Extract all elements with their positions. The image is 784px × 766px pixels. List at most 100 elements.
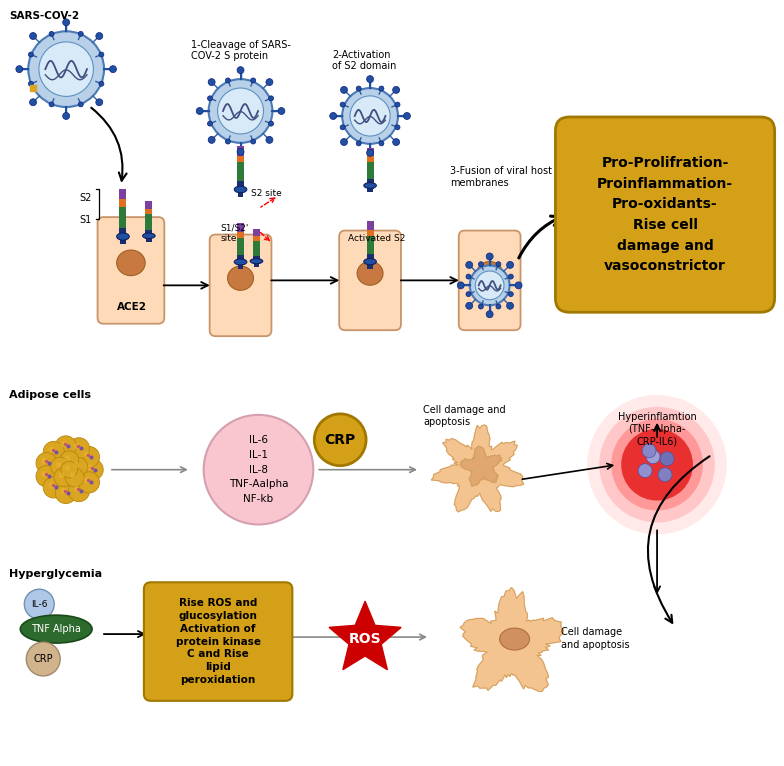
Circle shape [478, 262, 484, 267]
Bar [119, 228, 126, 240]
Ellipse shape [234, 259, 247, 265]
Circle shape [496, 262, 501, 267]
Ellipse shape [477, 261, 503, 285]
Text: 2-Activation
of S2 domain: 2-Activation of S2 domain [332, 50, 397, 71]
Circle shape [82, 459, 103, 480]
Circle shape [330, 113, 336, 119]
FancyBboxPatch shape [555, 117, 775, 313]
Bar [237, 237, 244, 255]
Polygon shape [460, 446, 502, 486]
Circle shape [59, 473, 64, 478]
Bar [237, 155, 244, 162]
Ellipse shape [143, 233, 155, 238]
FancyBboxPatch shape [144, 582, 292, 701]
Circle shape [74, 462, 79, 468]
Circle shape [78, 102, 83, 107]
Circle shape [24, 589, 54, 619]
Circle shape [78, 447, 100, 467]
Circle shape [251, 139, 256, 144]
Circle shape [225, 139, 230, 144]
Ellipse shape [364, 182, 376, 188]
Bar [367, 156, 373, 162]
Circle shape [457, 282, 464, 289]
Circle shape [506, 303, 514, 309]
Ellipse shape [20, 615, 92, 643]
Circle shape [49, 447, 55, 453]
Text: S2: S2 [79, 193, 92, 203]
Circle shape [466, 303, 473, 309]
Circle shape [209, 79, 215, 86]
Ellipse shape [364, 259, 376, 265]
Polygon shape [329, 601, 401, 669]
Text: S2 site: S2 site [251, 188, 281, 198]
Text: Adipose cells: Adipose cells [9, 390, 92, 400]
Circle shape [225, 78, 230, 83]
Bar [238, 192, 243, 197]
Circle shape [96, 32, 103, 40]
Bar [237, 231, 244, 237]
Text: 3-Fusion of viral host
membranes: 3-Fusion of viral host membranes [450, 166, 552, 188]
Circle shape [49, 31, 54, 36]
Circle shape [68, 480, 89, 502]
Ellipse shape [117, 250, 145, 276]
Text: S1/S2'
site: S1/S2' site [220, 223, 249, 243]
Circle shape [478, 304, 484, 309]
Circle shape [466, 292, 471, 296]
Circle shape [27, 642, 60, 676]
Circle shape [49, 482, 55, 489]
Circle shape [379, 86, 384, 91]
Text: S1: S1 [79, 214, 92, 224]
Circle shape [356, 86, 361, 91]
Circle shape [110, 66, 117, 73]
Circle shape [251, 78, 256, 83]
Circle shape [350, 96, 390, 136]
Circle shape [28, 81, 34, 87]
Circle shape [237, 149, 244, 155]
Circle shape [65, 466, 70, 470]
Circle shape [63, 113, 70, 119]
Bar [145, 230, 152, 239]
Circle shape [475, 271, 504, 300]
Circle shape [470, 266, 510, 306]
Circle shape [84, 477, 90, 483]
Bar [145, 201, 152, 208]
Circle shape [496, 304, 501, 309]
Circle shape [466, 261, 473, 268]
Bar [367, 264, 373, 269]
FancyBboxPatch shape [209, 234, 271, 336]
Circle shape [266, 79, 273, 86]
Ellipse shape [250, 259, 263, 264]
Circle shape [658, 468, 672, 482]
Circle shape [646, 450, 660, 463]
Circle shape [78, 31, 83, 36]
Circle shape [314, 414, 366, 466]
Circle shape [587, 395, 727, 535]
Bar [119, 199, 126, 207]
FancyBboxPatch shape [97, 217, 165, 324]
Circle shape [395, 125, 400, 129]
Circle shape [74, 443, 80, 450]
Text: Activated S2: Activated S2 [348, 234, 405, 243]
Bar [367, 221, 373, 230]
Circle shape [340, 102, 345, 107]
Bar [367, 148, 373, 156]
Bar [238, 264, 243, 269]
Circle shape [508, 274, 514, 279]
Text: ROS: ROS [349, 632, 381, 646]
Bar [145, 214, 152, 230]
Circle shape [404, 113, 411, 119]
Circle shape [70, 473, 75, 478]
Circle shape [42, 471, 48, 477]
Bar [145, 208, 152, 214]
Circle shape [379, 141, 384, 146]
Text: CRP: CRP [34, 654, 53, 664]
Circle shape [208, 121, 212, 126]
Bar [237, 162, 244, 182]
Circle shape [39, 42, 93, 97]
Circle shape [36, 466, 57, 487]
Circle shape [196, 107, 203, 114]
Circle shape [367, 76, 373, 83]
Text: Cell damage and
apoptosis: Cell damage and apoptosis [423, 405, 506, 427]
Circle shape [660, 452, 674, 466]
Ellipse shape [234, 186, 247, 193]
